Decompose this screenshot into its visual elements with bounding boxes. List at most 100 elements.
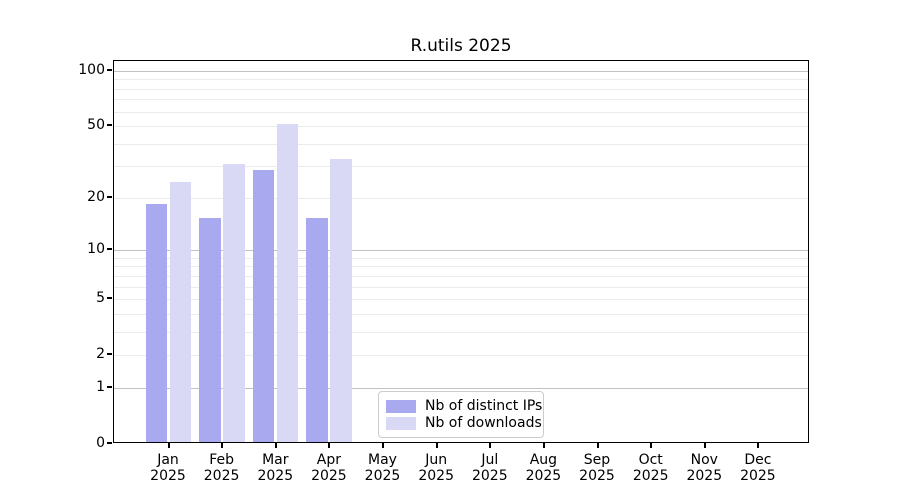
x-tick-year-dec: 2025 [740,468,776,484]
x-tick-month-may: May [368,452,397,468]
y-tick-label-10: 10 [87,241,105,258]
x-tick-month-dec: Dec [744,452,772,468]
gridline-minor-40 [114,143,808,145]
x-tick-mark-mar [274,443,277,448]
gridline-minor-80 [114,88,808,90]
gridline-minor-7 [114,275,808,277]
x-tick-month-sep: Sep [583,452,611,468]
x-tick-mark-sep [596,443,599,448]
x-tick-year-may: 2025 [364,468,401,484]
x-tick-year-aug: 2025 [525,468,562,484]
y-tick-mark-50 [107,124,112,126]
bar-nb-of-distinct-ips-feb [199,217,221,442]
bar-nb-of-distinct-ips-apr [306,217,328,442]
gridline-minor-8 [114,266,808,268]
gridline-minor-2 [114,355,808,357]
x-tick-year-apr: 2025 [311,468,347,484]
bar-nb-of-downloads-mar [276,124,299,442]
legend-label-downloads: Nb of downloads [425,415,542,431]
gridline-minor-60 [114,111,808,113]
x-tick-label-oct: Oct 2025 [611,452,691,484]
gridline-minor-9 [114,257,808,259]
x-tick-label-sep: Sep 2025 [557,452,637,484]
gridline-minor-90 [114,79,808,81]
x-tick-label-apr: Apr 2025 [289,452,369,484]
x-tick-month-feb: Feb [209,452,234,468]
x-tick-year-jun: 2025 [418,468,454,484]
legend-item-downloads: Nb of downloads [386,416,542,431]
plot-area [113,60,809,443]
y-tick-mark-2 [107,353,112,356]
legend-item-distinct-ips: Nb of distinct IPs [386,399,542,414]
gridline-minor-20 [114,197,808,199]
x-tick-mark-feb [221,443,224,448]
x-tick-year-jul: 2025 [471,468,508,484]
legend-swatch-downloads [386,417,416,430]
x-tick-month-apr: Apr [316,452,341,468]
x-tick-month-jan: Jan [157,452,179,468]
x-tick-label-may: May 2025 [343,452,423,484]
x-tick-mark-oct [650,443,653,448]
gridline-minor-6 [114,286,808,288]
x-tick-year-feb: 2025 [203,468,240,484]
gridline-minor-30 [114,166,808,168]
x-tick-label-nov: Nov 2025 [664,452,744,484]
gridline-major-1 [114,387,808,389]
y-tick-mark-100 [107,68,112,71]
y-tick-mark-10 [107,248,112,251]
y-tick-label-1: 1 [96,378,105,395]
gridline-minor-3 [114,331,808,333]
gridline-minor-5 [114,299,808,301]
x-tick-month-oct: Oct [638,452,663,468]
y-tick-label-2: 2 [96,346,105,363]
gridline-minor-4 [114,313,808,315]
x-tick-mark-may [382,443,384,448]
bar-nb-of-downloads-apr [330,159,352,442]
gridline-major-100 [114,70,808,72]
y-tick-mark-1 [107,385,112,388]
x-tick-month-nov: Nov [690,452,718,468]
gridline-minor-70 [114,99,808,101]
legend-swatch-distinct-ips [386,400,416,413]
x-tick-label-jun: Jun 2025 [396,452,476,484]
y-tick-mark-0 [107,442,112,444]
x-tick-year-jan: 2025 [150,468,186,484]
x-tick-label-aug: Aug 2025 [503,452,583,484]
y-tick-label-100: 100 [78,61,105,78]
bar-nb-of-distinct-ips-jan [145,203,167,442]
legend: Nb of distinct IPs Nb of downloads [378,391,544,438]
x-tick-month-mar: Mar [262,452,289,468]
x-tick-month-jun: Jun [425,452,448,468]
x-tick-label-jan: Jan 2025 [128,452,208,484]
bar-nb-of-downloads-jan [169,181,191,442]
x-tick-mark-jan [167,443,170,448]
y-tick-mark-20 [107,195,112,198]
x-tick-mark-jul [489,443,492,448]
x-tick-year-mar: 2025 [257,468,294,484]
x-tick-year-oct: 2025 [632,468,669,484]
x-tick-month-jul: Jul [481,452,499,468]
x-tick-mark-dec [757,443,760,448]
x-tick-month-aug: Aug [529,452,558,468]
y-tick-mark-5 [107,297,112,300]
y-tick-label-5: 5 [96,290,105,307]
x-tick-label-mar: Mar 2025 [235,452,315,484]
x-tick-mark-nov [703,443,706,448]
bar-nb-of-distinct-ips-mar [252,169,275,442]
x-tick-mark-aug [542,443,545,448]
y-tick-label-50: 50 [87,117,105,133]
bar-nb-of-downloads-feb [223,164,245,442]
legend-label-distinct-ips: Nb of distinct IPs [425,398,543,414]
x-tick-mark-jun [435,443,438,448]
x-tick-mark-apr [328,443,331,448]
x-tick-year-sep: 2025 [579,468,615,484]
x-tick-label-dec: Dec 2025 [718,452,798,484]
x-tick-year-nov: 2025 [686,468,723,484]
y-tick-label-0: 0 [96,435,105,451]
x-tick-label-feb: Feb 2025 [182,452,262,484]
y-tick-label-20: 20 [87,188,105,205]
gridline-minor-50 [114,126,808,127]
chart-title: R.utils 2025 [410,36,512,56]
gridline-major-10 [114,250,808,252]
